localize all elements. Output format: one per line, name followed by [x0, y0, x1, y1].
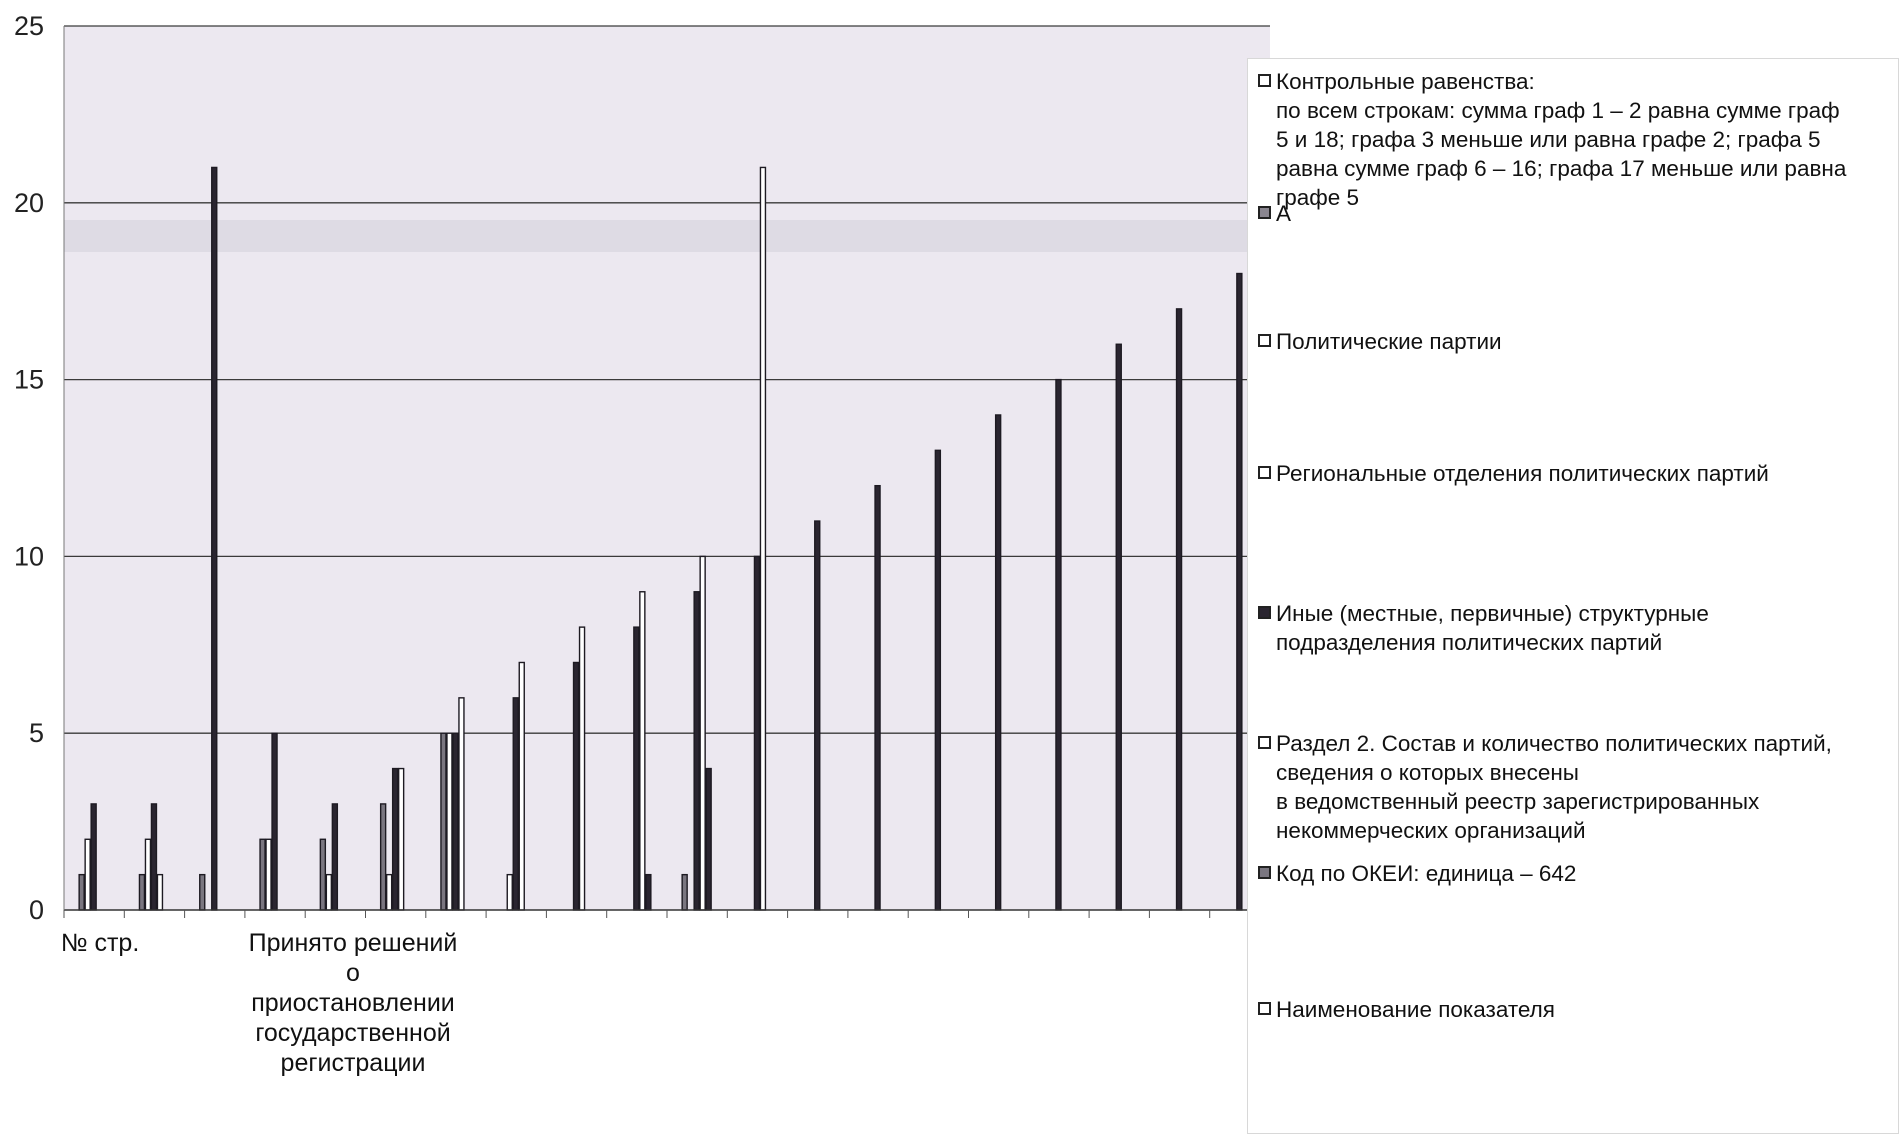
bar — [694, 592, 699, 910]
bar — [157, 875, 162, 910]
legend-swatch — [1258, 866, 1271, 879]
y-axis: 0 5 10 15 20 25 — [14, 11, 44, 925]
legend-item: Политические партии — [1258, 327, 1892, 356]
bar — [151, 804, 156, 910]
legend-item: Наименование показателя — [1258, 995, 1892, 1024]
legend-item: Региональные отделения политических парт… — [1258, 459, 1892, 488]
legend-label: Политические партии — [1276, 327, 1502, 356]
legend-label: Контрольные равенства: по всем строкам: … — [1276, 67, 1846, 212]
bar — [272, 733, 277, 910]
bar — [1177, 309, 1182, 910]
plot-background — [64, 26, 1270, 910]
legend-swatch — [1258, 334, 1271, 347]
bar — [507, 875, 512, 910]
bar — [200, 875, 205, 910]
bar — [320, 839, 325, 910]
bar — [85, 839, 90, 910]
legend-swatch — [1258, 606, 1271, 619]
bar — [700, 556, 705, 910]
legend-label: Региональные отделения политических парт… — [1276, 459, 1769, 488]
bar — [447, 733, 452, 910]
y-tick-label: 5 — [29, 718, 44, 748]
bar — [996, 415, 1001, 910]
bar — [815, 521, 820, 910]
bar — [875, 486, 880, 910]
bar — [326, 875, 331, 910]
legend-item: Код по ОКЕИ: единица – 642 — [1258, 859, 1892, 888]
bar — [935, 450, 940, 910]
legend-swatch — [1258, 206, 1271, 219]
legend-swatch — [1258, 1002, 1271, 1015]
legend-label: А — [1276, 199, 1291, 228]
x-label-suspended-decisions: Принято решений о приостановлении госуда… — [222, 928, 484, 1078]
plot-area — [64, 26, 1270, 910]
x-label-suspended-decisions-text: Принято решений о приостановлении госуда… — [249, 929, 458, 1077]
legend-item: А — [1258, 199, 1892, 228]
legend-label: Раздел 2. Состав и количество политическ… — [1276, 729, 1832, 845]
bar — [393, 769, 398, 910]
legend-label: Иные (местные, первичные) структурные по… — [1276, 599, 1709, 657]
legend-item: Раздел 2. Состав и количество политическ… — [1258, 729, 1892, 845]
legend-swatch — [1258, 74, 1271, 87]
bar — [459, 698, 464, 910]
plot-band — [64, 220, 1270, 252]
bar — [79, 875, 84, 910]
legend-swatch — [1258, 736, 1271, 749]
bar — [640, 592, 645, 910]
legend-item: Контрольные равенства: по всем строкам: … — [1258, 67, 1892, 212]
bar — [706, 769, 711, 910]
legend-label: Код по ОКЕИ: единица – 642 — [1276, 859, 1576, 888]
bar — [387, 875, 392, 910]
legend-label: Наименование показателя — [1276, 995, 1555, 1024]
bar — [519, 662, 524, 910]
y-tick-label: 20 — [14, 188, 44, 218]
bar — [381, 804, 386, 910]
bar — [513, 698, 518, 910]
bar — [1056, 380, 1061, 910]
bar — [580, 627, 585, 910]
bar — [145, 839, 150, 910]
legend: Контрольные равенства: по всем строкам: … — [1247, 58, 1899, 1134]
legend-swatch — [1258, 466, 1271, 479]
y-tick-label: 25 — [14, 11, 44, 41]
bar — [399, 769, 404, 910]
bar — [453, 733, 458, 910]
bar — [682, 875, 687, 910]
bar — [212, 167, 217, 910]
y-tick-label: 0 — [29, 895, 44, 925]
y-tick-label: 15 — [14, 365, 44, 395]
bar — [574, 662, 579, 910]
bar — [441, 733, 446, 910]
bar — [91, 804, 96, 910]
bar — [139, 875, 144, 910]
bar — [260, 839, 265, 910]
bar — [634, 627, 639, 910]
bar — [1116, 344, 1121, 910]
bar — [332, 804, 337, 910]
y-tick-label: 10 — [14, 541, 44, 571]
bar — [754, 556, 759, 910]
bar — [646, 875, 651, 910]
bar — [1237, 274, 1242, 910]
bar — [760, 167, 765, 910]
bar — [266, 839, 271, 910]
x-label-row-number: № стр. — [40, 928, 160, 958]
legend-item: Иные (местные, первичные) структурные по… — [1258, 599, 1892, 657]
